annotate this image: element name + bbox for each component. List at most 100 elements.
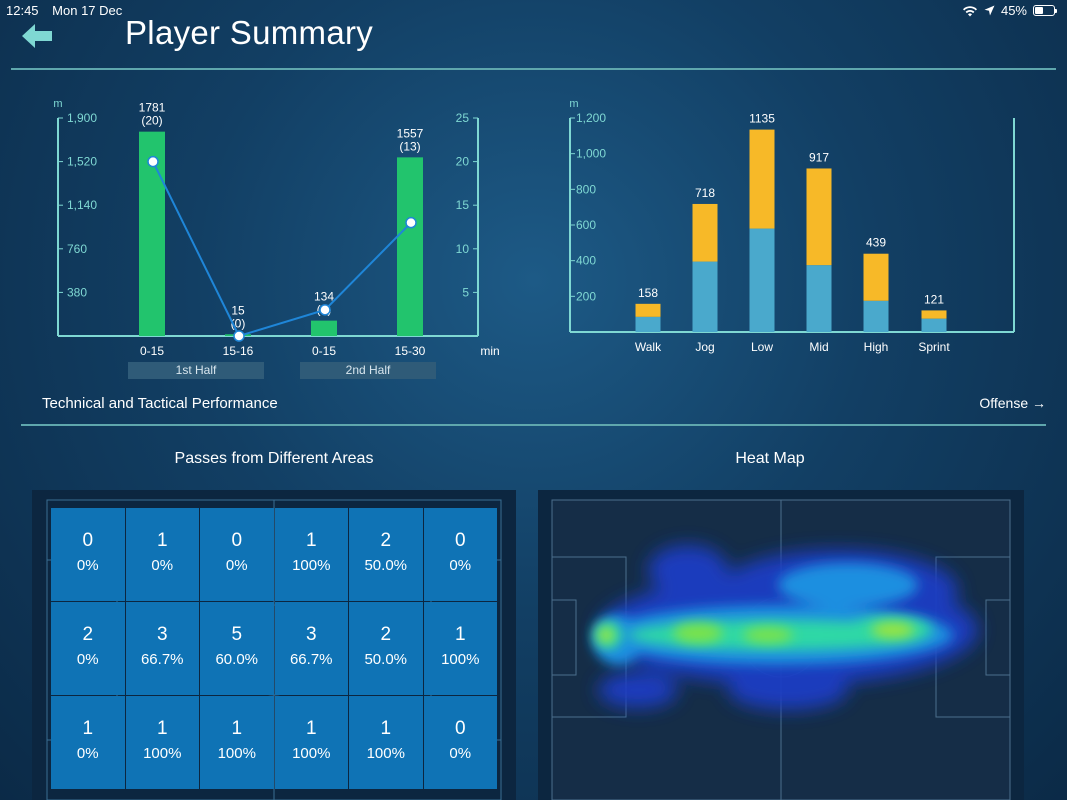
x-tick-label: Walk — [635, 340, 662, 354]
heatmap-image — [538, 490, 1024, 800]
pass-success-rate: 0% — [76, 745, 99, 762]
x-tick-label: High — [864, 340, 889, 354]
y-tick-label: 600 — [576, 218, 596, 232]
pass-zone-cell[interactable]: 0 0% — [51, 508, 125, 601]
y-tick-label: 1,200 — [576, 111, 606, 125]
pass-zone-cell[interactable]: 1 100% — [200, 696, 274, 789]
y-tick-label: 760 — [67, 242, 87, 256]
y-tick-label: 1,900 — [67, 111, 97, 125]
y2-tick-label: 10 — [456, 242, 470, 256]
y-tick-label: 380 — [67, 285, 87, 299]
minutes-point — [405, 216, 417, 229]
wifi-icon — [962, 5, 977, 16]
header-divider — [11, 68, 1056, 70]
pass-zone-cell[interactable]: 2 0% — [51, 602, 125, 695]
x-tick-label: Mid — [809, 340, 828, 354]
pass-zone-cell[interactable]: 0 0% — [423, 508, 497, 601]
intensity-bar-top — [921, 310, 947, 319]
intensity-bar-bottom — [635, 316, 661, 332]
intensity-bar-bottom — [749, 228, 775, 332]
pass-zone-cell[interactable]: 5 60.0% — [200, 602, 274, 695]
intensity-bar-top — [749, 129, 775, 229]
heatmap-panel — [538, 490, 1024, 800]
status-left: 12:45 Mon 17 Dec — [6, 3, 132, 18]
pass-count: 0 — [454, 718, 466, 739]
passes-title: Passes from Different Areas — [174, 450, 374, 467]
intensity-bar-top — [806, 168, 832, 266]
x-tick-label: 0-15 — [312, 344, 336, 358]
pass-zone-cell[interactable]: 1 100% — [423, 602, 497, 695]
section-title: Technical and Tactical Performance — [42, 395, 278, 412]
total-label: 158 — [638, 286, 658, 300]
x-tick-label: Jog — [695, 340, 714, 354]
total-label: 718 — [695, 186, 715, 200]
status-time: 12:45 — [6, 3, 39, 18]
x-tick-label: 15-30 — [395, 344, 426, 358]
intensity-bar-top — [863, 253, 889, 301]
bar-value-label: 134 — [314, 290, 334, 304]
distance-bar — [311, 320, 337, 336]
pass-zone-cell[interactable]: 3 66.7% — [274, 602, 348, 695]
y-axis-unit: m — [53, 98, 62, 110]
page-title: Player Summary — [125, 14, 374, 51]
pass-zone-cell[interactable]: 0 0% — [423, 696, 497, 789]
pass-success-rate: 100% — [217, 745, 256, 762]
distance-bar — [397, 157, 423, 336]
pass-zone-cell[interactable]: 1 100% — [274, 508, 348, 601]
back-arrow-icon[interactable] — [20, 22, 54, 50]
pass-success-rate: 100% — [441, 651, 480, 668]
pass-success-rate: 66.7% — [140, 651, 184, 668]
period-distance-chart: m 1,900 1,520 1,140 760 380 25 20 15 10 5 min 1781(2… — [53, 98, 499, 358]
intensity-bar-bottom — [692, 261, 718, 332]
pass-count: 1 — [82, 718, 94, 739]
x-tick-label: 15-16 — [223, 344, 254, 358]
pass-zone-cell[interactable]: 1 100% — [274, 696, 348, 789]
y-tick-label: 400 — [576, 254, 596, 268]
total-label: 1135 — [749, 112, 775, 126]
minutes-point — [233, 330, 245, 342]
y-tick-label: 1,140 — [67, 198, 97, 212]
intensity-bar-top — [692, 203, 718, 262]
offense-link[interactable]: Offense → — [979, 395, 1046, 411]
bar-minutes-label: (20) — [141, 114, 162, 128]
location-arrow-icon — [984, 5, 995, 16]
battery-percent: 45% — [1000, 3, 1027, 18]
y-tick-label: 800 — [576, 182, 596, 196]
second-half-label: 2nd Half — [300, 362, 436, 379]
x-tick-label: 0-15 — [140, 344, 164, 358]
pass-zone-cell[interactable]: 1 0% — [125, 508, 199, 601]
y-tick-label: 200 — [576, 289, 596, 303]
pass-count: 0 — [231, 530, 243, 551]
intensity-bar-top — [635, 303, 661, 317]
pass-success-rate: 100% — [292, 745, 331, 762]
pass-zone-cell[interactable]: 2 50.0% — [349, 508, 423, 601]
battery-icon — [1033, 5, 1057, 16]
pass-success-rate: 100% — [143, 745, 182, 762]
y-tick-label: 1,520 — [67, 155, 97, 169]
pass-count: 1 — [231, 718, 243, 739]
pass-zone-cell[interactable]: 2 50.0% — [349, 602, 423, 695]
pass-zone-cell[interactable]: 0 0% — [200, 508, 274, 601]
pass-count: 3 — [156, 624, 168, 645]
pass-count: 1 — [156, 718, 168, 739]
minutes-point — [319, 304, 331, 316]
pass-zone-cell[interactable]: 1 100% — [349, 696, 423, 789]
y2-tick-label: 5 — [462, 285, 469, 299]
pass-success-rate: 0% — [449, 557, 472, 574]
y-axis-unit: m — [569, 98, 578, 110]
y-tick-label: 1,000 — [576, 147, 606, 161]
pass-count: 1 — [305, 530, 317, 551]
intensity-bar-bottom — [806, 265, 832, 332]
minutes-point — [147, 155, 159, 168]
pass-count: 2 — [82, 624, 94, 645]
pass-count: 1 — [305, 718, 317, 739]
pass-zone-cell[interactable]: 1 0% — [51, 696, 125, 789]
pass-success-rate: 100% — [366, 745, 405, 762]
bar-value-label: 1781 — [139, 101, 166, 115]
pass-zone-cell[interactable]: 1 100% — [125, 696, 199, 789]
pass-count: 0 — [82, 530, 94, 551]
pass-grid: 0 0% 1 0% 0 0% 1 100% 2 50.0% 0 0% 2 0% 3 66.7% 5 60.0% 3 6… — [51, 508, 497, 800]
pass-zone-cell[interactable]: 3 66.7% — [125, 602, 199, 695]
pass-success-rate: 0% — [449, 745, 472, 762]
y2-tick-label: 15 — [456, 198, 470, 212]
